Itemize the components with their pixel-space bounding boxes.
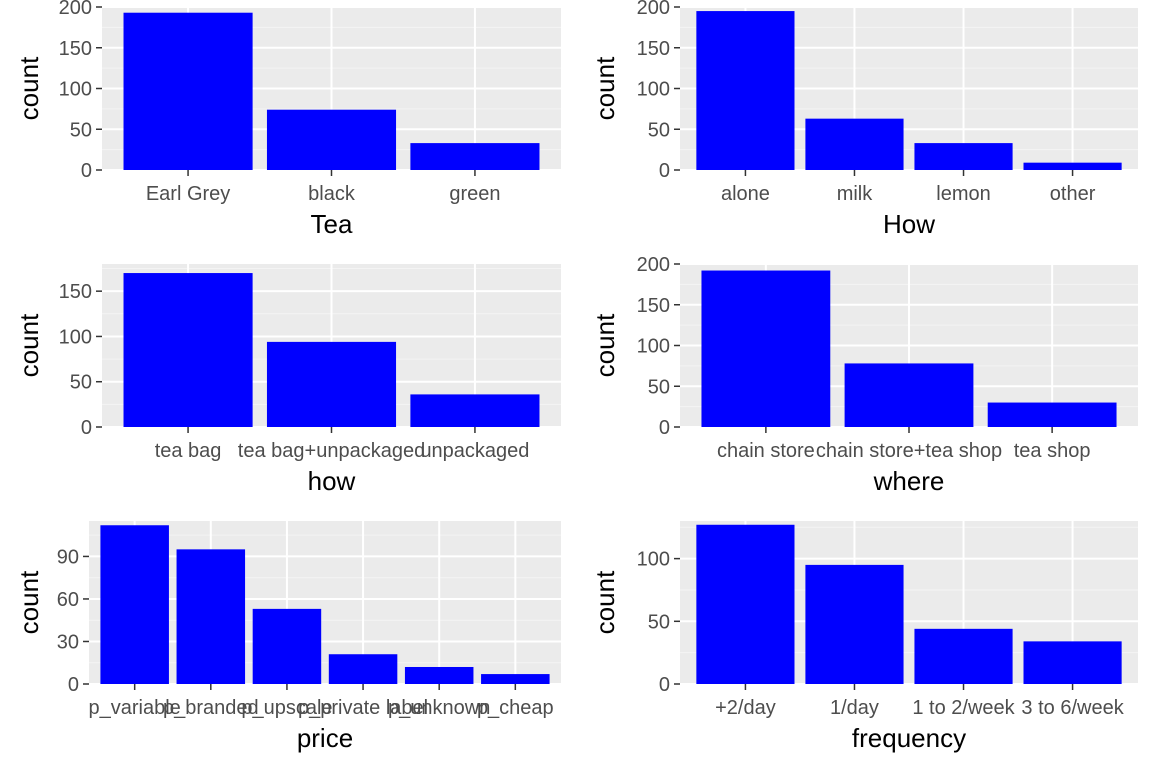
y-axis-title: count [14, 313, 44, 377]
x-axis-title: frequency [852, 723, 966, 753]
x-tick-label: p_variable [89, 697, 181, 719]
chart-panel-2: 0 50 100 150 200 alone milk lemon other How count [590, 0, 1138, 239]
y-tick-label: 50 [70, 119, 92, 141]
y-tick-label: 100 [637, 549, 670, 571]
bar-p-variable [100, 525, 169, 684]
bar-unpackaged [410, 394, 540, 427]
bar-1-day [805, 564, 904, 684]
bar-chain-store [701, 270, 831, 427]
x-tick-label: 3 to 6/week [1021, 697, 1124, 719]
y-tick-label: 200 [637, 254, 670, 276]
bar-p-cheap [481, 674, 550, 684]
x-tick-label: black [308, 183, 356, 205]
x-axis-title: how [308, 466, 356, 496]
y-tick-label: 100 [59, 326, 92, 348]
bar-p-unknown [404, 666, 474, 684]
x-tick-label: milk [837, 183, 874, 205]
y-axis-title: count [14, 56, 44, 120]
x-axis-title: where [873, 466, 945, 496]
chart-panel-3: 0 50 100 150 tea bag tea bag+unpackagedunpack… [14, 264, 561, 496]
x-tick-label: green [449, 183, 500, 205]
y-tick-label: 150 [59, 281, 92, 303]
y-tick-label: 90 [57, 546, 79, 568]
y-tick-label: 0 [659, 674, 670, 696]
y-tick-label: 50 [648, 611, 670, 633]
y-tick-label: 100 [59, 79, 92, 101]
bar-chain-store-tea-shop [844, 363, 974, 427]
bar-other [1023, 162, 1122, 170]
bar--2-day [696, 524, 795, 684]
bar-tea-bag-unpackaged [266, 341, 397, 427]
chart-panel-5: 0 30 60 90 p_variablep_brandedp_upscalep_pri… [14, 521, 561, 753]
bar-1-to-2-week [914, 628, 1013, 684]
y-tick-label: 50 [70, 372, 92, 394]
x-axis-title: Tea [311, 209, 353, 239]
chart-panel-1: 0 50 100 150 200 Earl Grey black green Tea count [14, 0, 561, 239]
y-tick-label: 30 [57, 631, 79, 653]
bar-p-upscale [252, 608, 322, 684]
chart-panel-6: 0 50 100 +2/day 1/day 1 to 2/week 3 to 6/week f… [590, 521, 1138, 753]
bar-p-private-label [328, 654, 398, 684]
y-tick-label: 0 [68, 674, 79, 696]
x-tick-label: chain store+tea shop [816, 440, 1002, 462]
y-tick-label: 150 [637, 295, 670, 317]
x-tick-label: p_branded [163, 697, 259, 719]
y-axis-title: count [14, 570, 44, 634]
y-axis-title: count [590, 570, 620, 634]
y-tick-label: 50 [648, 119, 670, 141]
bar-green [410, 143, 540, 170]
x-tick-label: p_upscale [241, 697, 332, 719]
y-tick-label: 0 [81, 417, 92, 439]
x-tick-label: tea bag+unpackaged [238, 440, 425, 462]
x-tick-label: chain store [717, 440, 815, 462]
x-tick-label: other [1050, 183, 1096, 205]
x-axis-title: How [883, 209, 935, 239]
y-tick-label: 60 [57, 589, 79, 611]
y-axis-title: count [590, 313, 620, 377]
bar-alone [696, 11, 795, 171]
y-axis-title: count [590, 56, 620, 120]
x-tick-label: p_unknown [388, 697, 490, 719]
x-tick-label: 1/day [830, 697, 879, 719]
bar-tea-shop [987, 402, 1117, 427]
x-tick-label: tea shop [1014, 440, 1091, 462]
bar-tea-bag [123, 273, 253, 427]
x-tick-label: alone [721, 183, 770, 205]
x-tick-label: +2/day [715, 697, 776, 719]
bar-milk [805, 118, 904, 170]
y-tick-label: 150 [59, 38, 92, 60]
bar-black [266, 109, 397, 170]
x-axis-title: price [297, 723, 353, 753]
bar-p-branded [176, 549, 246, 684]
bar-3-to-6-week [1023, 641, 1122, 684]
bar-lemon [914, 143, 1013, 170]
y-tick-label: 50 [648, 376, 670, 398]
bar-earl-grey [123, 12, 253, 170]
y-tick-label: 0 [659, 417, 670, 439]
x-tick-label: lemon [936, 183, 990, 205]
y-tick-label: 150 [637, 38, 670, 60]
y-tick-label: 0 [659, 160, 670, 182]
chart-panel-4: 0 50 100 150 200 chain store chain store+tea s… [590, 254, 1138, 496]
x-tick-label: 1 to 2/week [912, 697, 1015, 719]
x-tick-label: p_private label [298, 697, 428, 719]
y-tick-label: 100 [637, 79, 670, 101]
y-tick-label: 100 [637, 336, 670, 358]
x-tick-label: Earl Grey [146, 183, 230, 205]
y-tick-label: 200 [59, 0, 92, 19]
x-tick-label: tea bag [155, 440, 222, 462]
x-tick-label: unpackaged [420, 440, 529, 462]
y-tick-label: 200 [637, 0, 670, 19]
y-tick-label: 0 [81, 160, 92, 182]
x-tick-label: p_cheap [477, 697, 554, 719]
